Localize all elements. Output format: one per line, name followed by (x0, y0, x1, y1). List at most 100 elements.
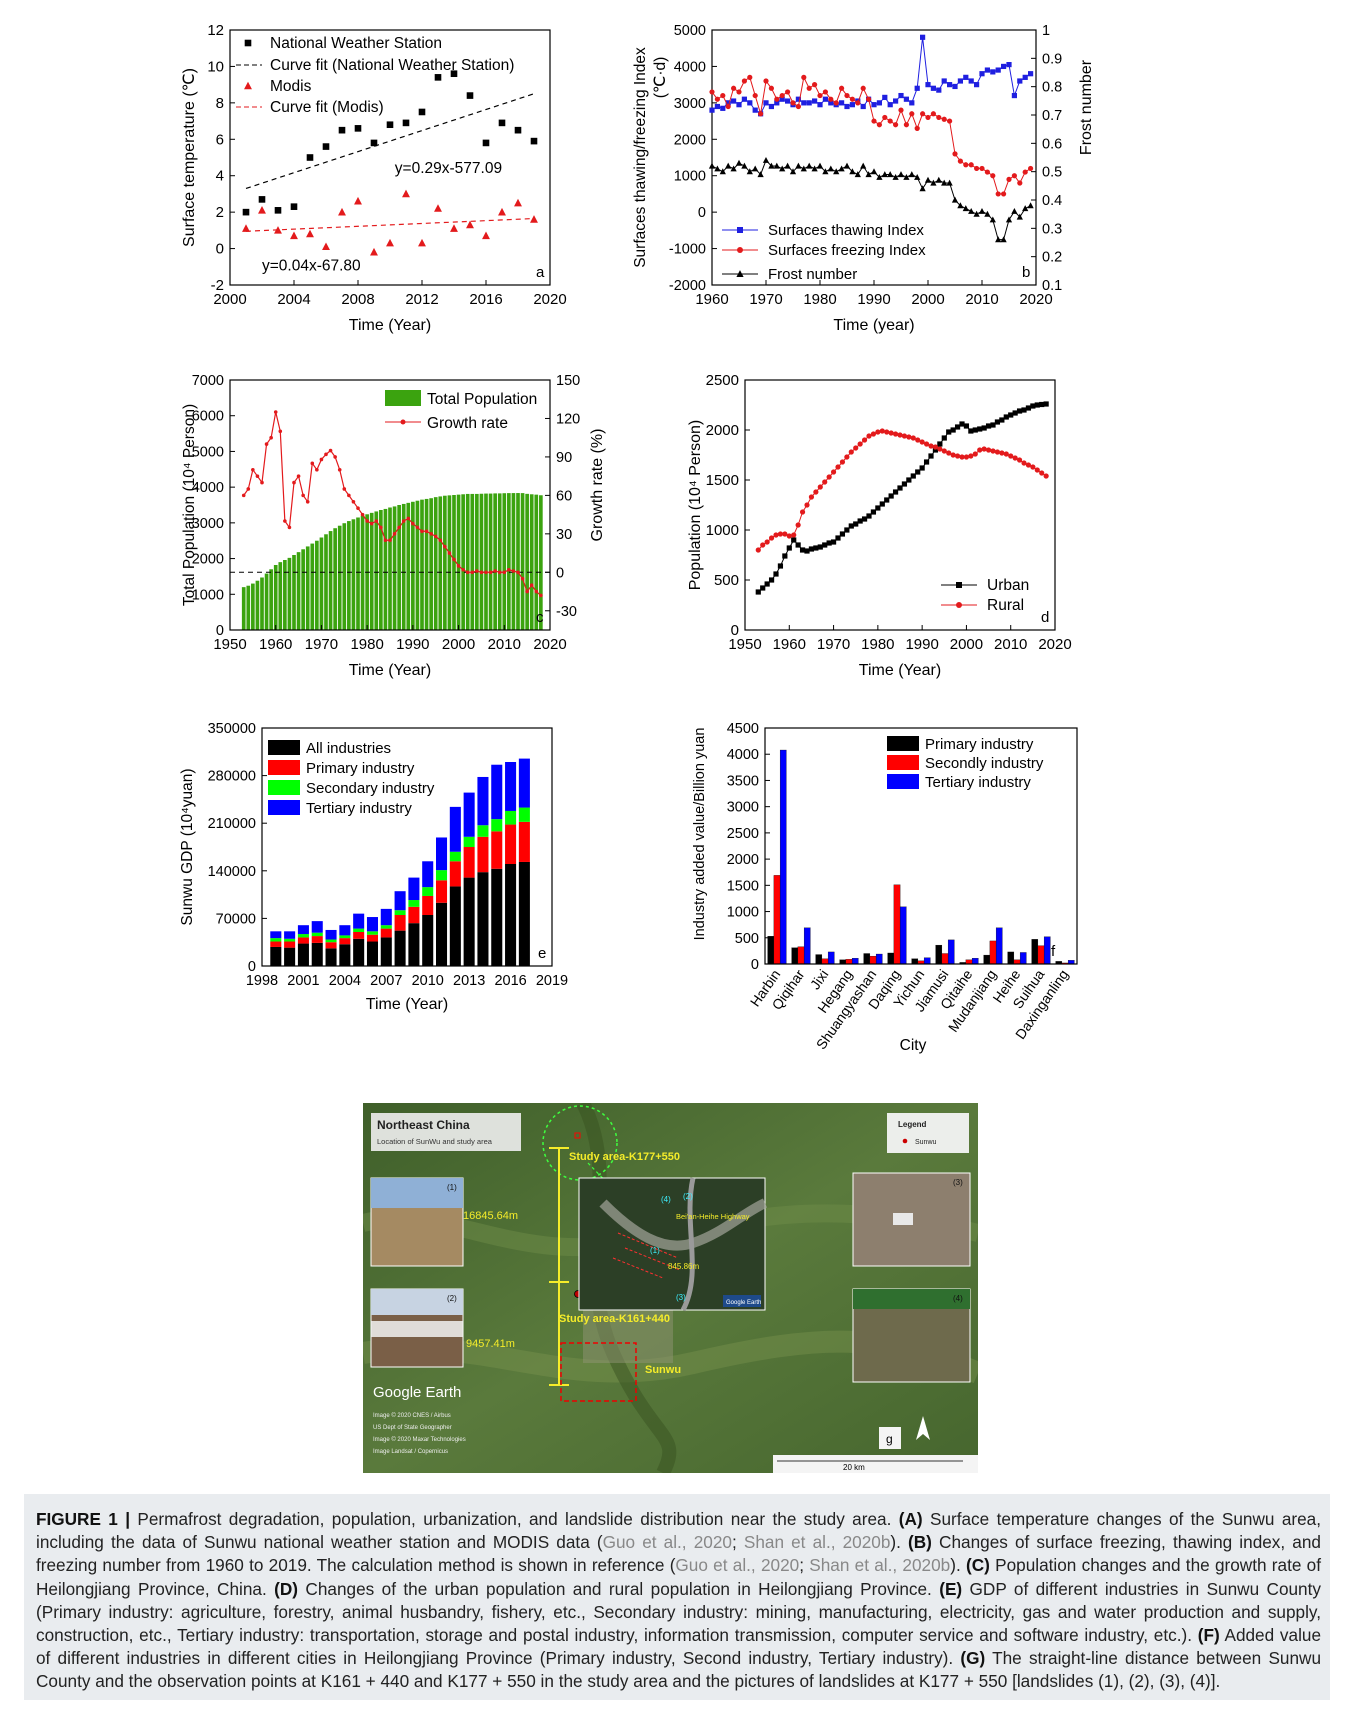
data-point (887, 171, 894, 178)
data-point (808, 546, 815, 552)
map-dist1: 16845.64m (463, 1210, 518, 1222)
data-point (388, 538, 392, 543)
bar-segment (353, 913, 365, 929)
data-point (411, 521, 415, 526)
data-point (763, 100, 769, 106)
bar-segment (394, 891, 406, 911)
bar (821, 958, 829, 965)
data-point (351, 499, 356, 504)
data-point (906, 477, 912, 483)
data-point (246, 487, 251, 491)
legend-label: Curve fit (National Weather Station) (270, 57, 514, 74)
bar (301, 549, 305, 630)
legend-label: Curve fit (Modis) (270, 99, 384, 116)
data-point (1012, 410, 1018, 416)
x-tick-label: 2001 (287, 973, 319, 989)
bar-segment (463, 847, 475, 878)
x-tick-label: 2000 (213, 291, 246, 308)
data-point (909, 111, 915, 117)
data-point (849, 102, 855, 108)
x-tick-label: 1990 (857, 291, 890, 308)
data-point (342, 487, 347, 491)
data-point (994, 419, 1001, 425)
bar (342, 523, 347, 630)
satellite-map: Northeast China Location of SunWu and st… (363, 1103, 978, 1473)
caption-ref[interactable]: Shan et al., 2020b (743, 1532, 891, 1553)
data-point (882, 94, 888, 100)
bar (246, 585, 251, 630)
y-tick-label: 0 (216, 623, 224, 639)
data-point (981, 425, 987, 431)
figure-caption: FIGURE 1 | Permafrost degradation, popul… (36, 1509, 1322, 1692)
data-point (305, 499, 310, 504)
data-point (901, 433, 908, 439)
caption-ref[interactable]: Shan et al., 2020b (809, 1555, 951, 1576)
bar (452, 495, 456, 630)
caption-ref[interactable]: Guo et al., 2020 (675, 1555, 800, 1576)
data-point (1016, 408, 1023, 414)
data-point (853, 521, 859, 527)
bar (497, 493, 502, 630)
bar-segment (436, 880, 448, 903)
y-axis-label: Industry added value/Billion yuan (692, 728, 708, 941)
y-tick-label: 4 (216, 168, 224, 185)
data-point (990, 69, 996, 75)
data-point (875, 505, 881, 511)
x-tick-label: 2000 (911, 291, 944, 308)
bar (447, 495, 452, 630)
data-point (962, 205, 969, 212)
bar (392, 506, 397, 630)
data-point (406, 516, 411, 521)
chart-panel-e: 1998 2001 2004 2007 2010 2013 2016 2019 0 70000 14… (179, 721, 620, 1053)
caption-ref[interactable]: Guo et al., 2020 (602, 1532, 732, 1553)
data-point (915, 437, 921, 443)
bar (456, 494, 461, 630)
data-point (830, 539, 837, 545)
legend-label: Rural (987, 597, 1024, 614)
x-tick-label: 2016 (469, 291, 502, 308)
bar (388, 507, 392, 630)
data-point (452, 557, 456, 562)
x-tick-label: 1990 (396, 636, 429, 653)
k177-marker (574, 1132, 581, 1139)
data-point (786, 533, 792, 539)
data-point (757, 171, 764, 178)
data-point (1017, 78, 1023, 84)
data-point (1021, 460, 1027, 466)
data-point (839, 100, 845, 106)
data-point (1001, 191, 1007, 197)
y-tick-label: 4000 (674, 59, 706, 75)
bar-segment (284, 941, 296, 948)
legend-swatch (268, 780, 300, 795)
data-point (1003, 451, 1009, 457)
chart-panel-b: 1960 1970 1980 1990 2000 2010 2020 -2000 -1000 0 1… (632, 18, 1172, 368)
data-point (838, 165, 845, 172)
data-point (434, 74, 442, 81)
y-tick-label: 1000 (192, 587, 224, 603)
bar-segment (408, 877, 420, 901)
y2-tick-label: 0.1 (1042, 278, 1062, 294)
data-point (1006, 62, 1012, 68)
data-point (438, 538, 443, 543)
bar-segment (518, 758, 530, 808)
panel-label: b (1022, 264, 1030, 281)
data-point (296, 474, 301, 478)
legend-label: Total Population (427, 391, 537, 408)
bar-segment (353, 938, 365, 966)
data-point (799, 547, 806, 553)
data-point (979, 71, 985, 77)
x-tick-label: 2000 (950, 636, 983, 653)
data-point (925, 114, 931, 121)
data-point (941, 448, 947, 454)
x-tick-label: 2012 (405, 291, 438, 308)
plot-frame (229, 29, 551, 286)
x-tick-label: 2010 (965, 291, 998, 308)
panel-label: a (536, 264, 545, 281)
data-point (957, 158, 963, 164)
bar-segment (408, 906, 420, 924)
data-point (274, 226, 282, 234)
data-point (839, 531, 846, 537)
legend-label: Primary industry (925, 736, 1034, 753)
legend-label: Primary industry (306, 760, 415, 777)
data-point (844, 454, 850, 460)
